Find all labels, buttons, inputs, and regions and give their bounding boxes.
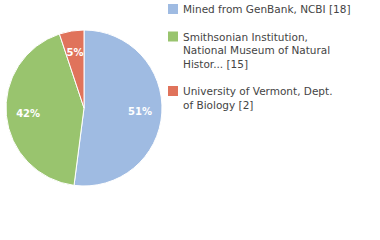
- legend-label-line: University of Vermont, Dept.: [183, 85, 333, 97]
- data-labels: 51% 42% 5%: [16, 47, 152, 119]
- legend-swatch: [168, 86, 178, 96]
- legend-label-line: Mined from GenBank, NCBI [18]: [183, 3, 351, 15]
- pie-slice: [59, 30, 84, 108]
- data-label: 5%: [67, 47, 84, 58]
- legend: Mined from GenBank, NCBI [18] Smithsonian…: [168, 3, 351, 111]
- legend-label: University of Vermont, Dept. of Biology […: [183, 85, 333, 111]
- data-label: 42%: [16, 108, 40, 119]
- legend-label-line: of Biology [2]: [183, 99, 253, 111]
- legend-label-line: Histor... [15]: [183, 58, 248, 70]
- legend-label-line: Smithsonian Institution,: [183, 31, 308, 43]
- chart: 51% 42% 5% Mined from GenBank, NCBI [18] Smi…: [0, 0, 380, 240]
- data-label: 51%: [128, 106, 152, 117]
- pie-slice: [6, 34, 84, 185]
- pie-slice: [74, 30, 162, 186]
- legend-label-line: National Museum of Natural: [183, 44, 330, 56]
- legend-swatch: [168, 32, 178, 42]
- pie: [6, 30, 162, 186]
- legend-label: Smithsonian Institution,National Museum …: [183, 31, 330, 70]
- legend-swatch: [168, 4, 178, 14]
- legend-label: Mined from GenBank, NCBI [18]: [183, 3, 351, 15]
